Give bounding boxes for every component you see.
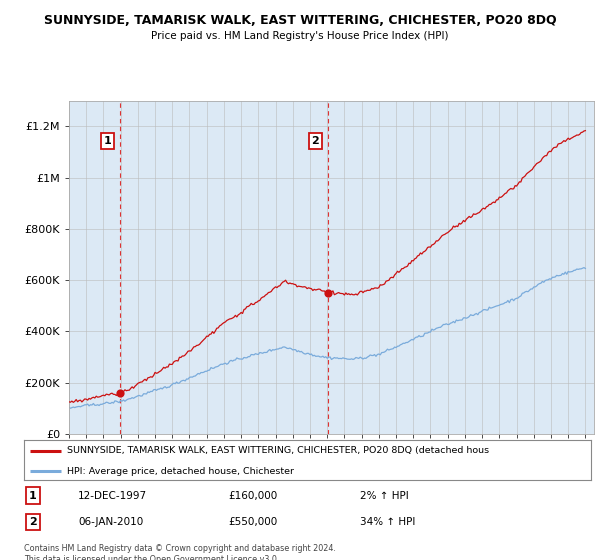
Text: Price paid vs. HM Land Registry's House Price Index (HPI): Price paid vs. HM Land Registry's House …	[151, 31, 449, 41]
Text: 12-DEC-1997: 12-DEC-1997	[78, 491, 147, 501]
Text: £550,000: £550,000	[228, 517, 277, 527]
Text: 06-JAN-2010: 06-JAN-2010	[78, 517, 143, 527]
Text: 1: 1	[29, 491, 37, 501]
Text: 2: 2	[311, 136, 319, 146]
Text: Contains HM Land Registry data © Crown copyright and database right 2024.
This d: Contains HM Land Registry data © Crown c…	[24, 544, 336, 560]
Text: 2: 2	[29, 517, 37, 527]
Text: 34% ↑ HPI: 34% ↑ HPI	[360, 517, 415, 527]
Text: 2% ↑ HPI: 2% ↑ HPI	[360, 491, 409, 501]
Point	[115, 389, 125, 398]
Point	[323, 288, 332, 297]
Text: SUNNYSIDE, TAMARISK WALK, EAST WITTERING, CHICHESTER, PO20 8DQ (detached hous: SUNNYSIDE, TAMARISK WALK, EAST WITTERING…	[67, 446, 488, 455]
Text: 1: 1	[104, 136, 112, 146]
Text: £160,000: £160,000	[228, 491, 277, 501]
Text: SUNNYSIDE, TAMARISK WALK, EAST WITTERING, CHICHESTER, PO20 8DQ: SUNNYSIDE, TAMARISK WALK, EAST WITTERING…	[44, 14, 556, 27]
Text: HPI: Average price, detached house, Chichester: HPI: Average price, detached house, Chic…	[67, 466, 293, 475]
